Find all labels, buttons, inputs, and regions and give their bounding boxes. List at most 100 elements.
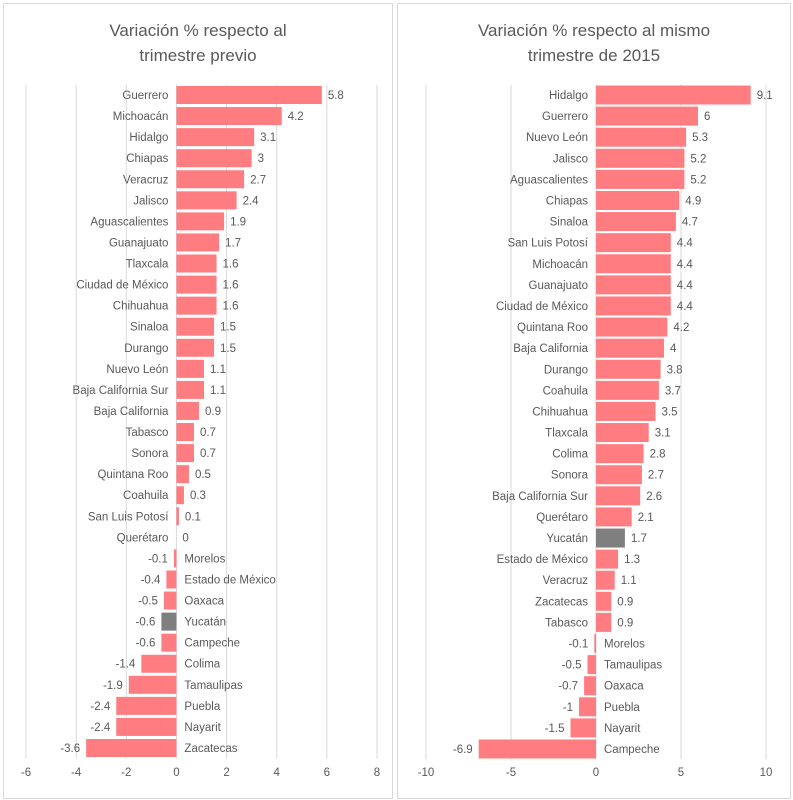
category-label: Ciudad de México <box>76 280 168 292</box>
bar <box>596 254 671 274</box>
data-label: -1.9 <box>103 680 123 692</box>
bar <box>596 401 656 421</box>
bar <box>478 739 596 759</box>
category-label: Baja California <box>513 343 588 355</box>
category-label: Oaxaca <box>184 596 224 608</box>
data-label: -0.1 <box>148 553 168 565</box>
category-label: Morelos <box>604 639 645 651</box>
x-tick-label: 4 <box>274 767 281 779</box>
x-tick-label: 5 <box>678 767 684 779</box>
x-tick-label: -10 <box>418 767 435 779</box>
data-label: -0.4 <box>141 574 161 586</box>
bar <box>596 317 668 337</box>
category-label: Nayarit <box>604 723 641 735</box>
category-label: Sinaloa <box>130 322 169 334</box>
category-label: Chiapas <box>126 153 168 165</box>
bar <box>596 338 664 358</box>
data-label: 4.9 <box>685 195 701 207</box>
category-label: Nayarit <box>184 722 221 734</box>
data-label: 1.9 <box>230 216 246 228</box>
bar <box>596 106 698 126</box>
category-label: Michoacán <box>532 259 588 271</box>
data-label: 3.1 <box>260 132 276 144</box>
bar <box>594 634 596 654</box>
data-label: 1.1 <box>210 364 226 376</box>
data-label: 5.3 <box>692 132 708 144</box>
data-label: 2.7 <box>648 470 664 482</box>
data-label: -0.5 <box>138 596 158 608</box>
category-label: Estado de México <box>184 574 275 586</box>
category-label: Chihuahua <box>532 406 588 418</box>
data-label: 0.1 <box>185 511 201 523</box>
category-label: Zacatecas <box>535 596 588 608</box>
data-label: 2.7 <box>250 174 266 186</box>
data-label: 4.7 <box>682 217 698 229</box>
x-tick-label: -6 <box>21 767 31 779</box>
category-label: Colima <box>552 449 588 461</box>
data-label: 0.9 <box>617 596 633 608</box>
data-label: -1 <box>563 702 573 714</box>
bar <box>596 296 671 316</box>
bar <box>596 212 676 232</box>
data-label: 1.6 <box>223 301 239 313</box>
bar <box>176 401 199 420</box>
data-label: 4.2 <box>673 322 689 334</box>
bar <box>176 233 220 252</box>
chart-quarterly-change: Variación % respecto al trimestre previo… <box>3 3 393 799</box>
category-label: Guerrero <box>122 90 168 102</box>
category-label: Yucatán <box>546 533 588 545</box>
data-label: 1.1 <box>210 385 226 397</box>
category-label: Guanajuato <box>109 237 168 249</box>
data-label: 4.4 <box>677 301 694 313</box>
category-label: Querétaro <box>536 512 588 524</box>
bar <box>596 169 685 189</box>
x-tick-label: 8 <box>374 767 380 779</box>
category-label: San Luis Potosí <box>88 511 169 523</box>
category-label: Puebla <box>184 701 220 713</box>
chart-annual-change: Variación % respecto al mismo trimestre … <box>397 3 791 799</box>
bar <box>176 170 245 189</box>
bar <box>161 633 177 652</box>
category-label: Zacatecas <box>184 743 237 755</box>
data-label: 4.4 <box>677 238 694 250</box>
data-label: 0.7 <box>200 427 216 439</box>
bar <box>176 486 184 505</box>
data-label: -0.1 <box>568 639 588 651</box>
bar <box>596 612 612 632</box>
data-label: 1.6 <box>223 259 239 271</box>
data-label: 4.4 <box>677 259 694 271</box>
category-label: Campeche <box>604 744 660 756</box>
bar <box>176 423 194 442</box>
data-label: 0.7 <box>200 448 216 460</box>
bar <box>596 465 642 485</box>
data-label: 1.6 <box>223 280 239 292</box>
category-label: Coahuila <box>123 490 169 502</box>
chart-title: Variación % respecto al trimestre previo <box>109 21 287 65</box>
x-tick-label: 0 <box>173 767 179 779</box>
bar <box>587 655 596 675</box>
data-label: 1.7 <box>225 237 241 249</box>
data-label: 1.7 <box>631 533 647 545</box>
category-label: Campeche <box>184 638 240 650</box>
category-label: Sinaloa <box>550 217 589 229</box>
bar <box>570 718 596 738</box>
bar <box>166 570 177 589</box>
category-label: Nuevo León <box>106 364 168 376</box>
data-label: 3.7 <box>665 385 681 397</box>
category-label: Nuevo León <box>526 132 588 144</box>
bar <box>176 507 179 526</box>
bar <box>116 717 177 736</box>
category-label: Puebla <box>604 702 640 714</box>
bar <box>596 444 644 464</box>
bar <box>596 233 671 253</box>
category-label: Ciudad de México <box>496 301 588 313</box>
category-label: Aguascalientes <box>510 174 588 186</box>
data-label: 0 <box>182 532 188 544</box>
bar <box>176 191 237 210</box>
bar <box>596 486 641 506</box>
bar <box>86 739 177 757</box>
bar <box>596 85 751 105</box>
x-tick-label: 6 <box>324 767 330 779</box>
data-label: 0.3 <box>190 490 206 502</box>
category-label: Morelos <box>184 553 225 565</box>
